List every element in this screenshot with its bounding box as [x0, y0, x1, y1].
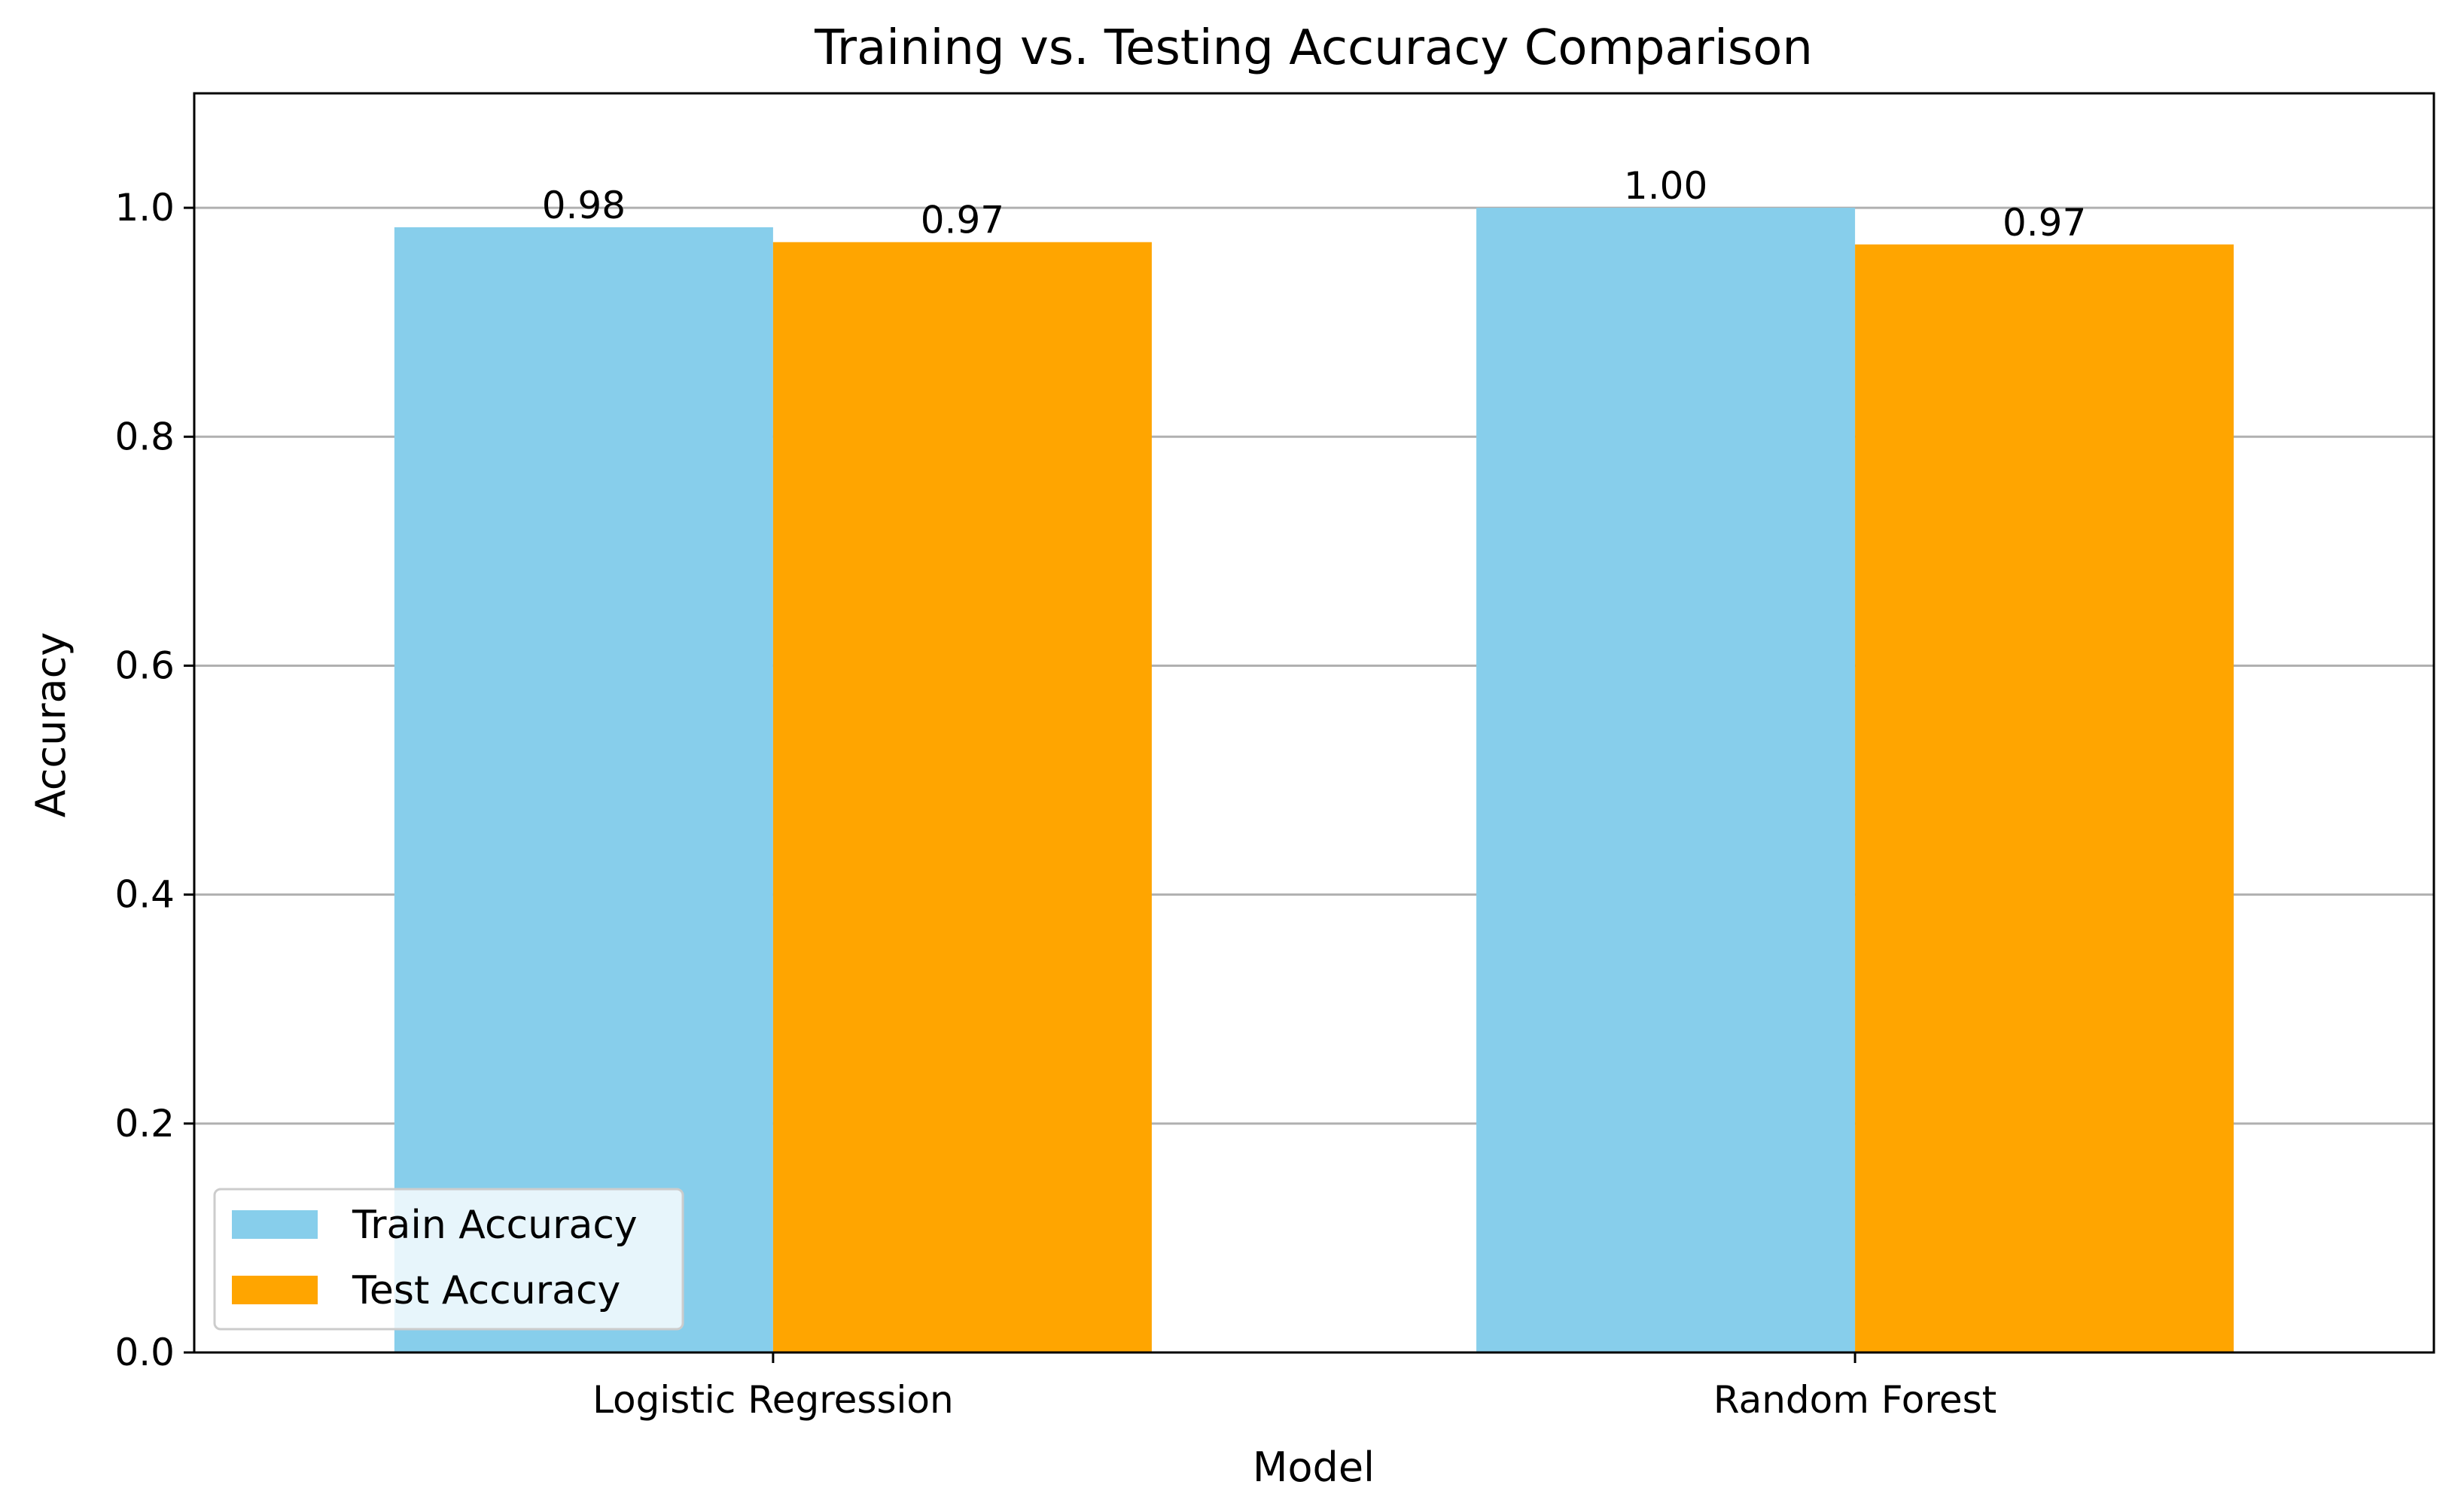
bars-layer [394, 208, 2234, 1353]
bar-value-label: 0.97 [2003, 201, 2086, 245]
bar-test-accuracy [772, 242, 1152, 1353]
legend-swatch [232, 1276, 318, 1304]
legend-label: Test Accuracy [352, 1268, 620, 1313]
y-axis-label: Accuracy [27, 632, 75, 818]
legend: Train Accuracy Test Accuracy [213, 1188, 684, 1331]
x-tick-label: Logistic Regression [592, 1378, 954, 1422]
y-tick-label: 0.2 [114, 1102, 175, 1146]
legend-box [213, 1188, 684, 1331]
y-tick-label: 0.4 [114, 873, 175, 917]
bar-value-label: 1.00 [1624, 164, 1707, 208]
x-axis-label: Model [1253, 1444, 1375, 1491]
y-axis-ticks: 0.0 0.2 0.4 0.6 0.8 1.0 [114, 186, 194, 1374]
y-tick-label: 0.6 [114, 643, 175, 687]
bar-train-accuracy [1476, 208, 1856, 1352]
y-tick-label: 0.8 [114, 415, 175, 458]
data-labels-layer: 0.98 1.00 0.97 0.97 [542, 164, 2087, 245]
legend-swatch [232, 1210, 318, 1239]
bar-train-accuracy [394, 227, 773, 1353]
y-tick-label: 1.0 [114, 186, 175, 230]
bar-value-label: 0.97 [921, 199, 1004, 242]
chart-title: Training vs. Testing Accuracy Comparison [814, 20, 1813, 76]
x-axis-ticks: Logistic Regression Random Forest [592, 1352, 1996, 1422]
bar-value-label: 0.98 [542, 184, 626, 227]
x-tick-label: Random Forest [1713, 1378, 1996, 1422]
legend-label: Train Accuracy [352, 1203, 638, 1248]
bar-test-accuracy [1855, 244, 2234, 1352]
y-tick-label: 0.0 [114, 1331, 175, 1374]
plot-frame [193, 92, 2435, 1354]
